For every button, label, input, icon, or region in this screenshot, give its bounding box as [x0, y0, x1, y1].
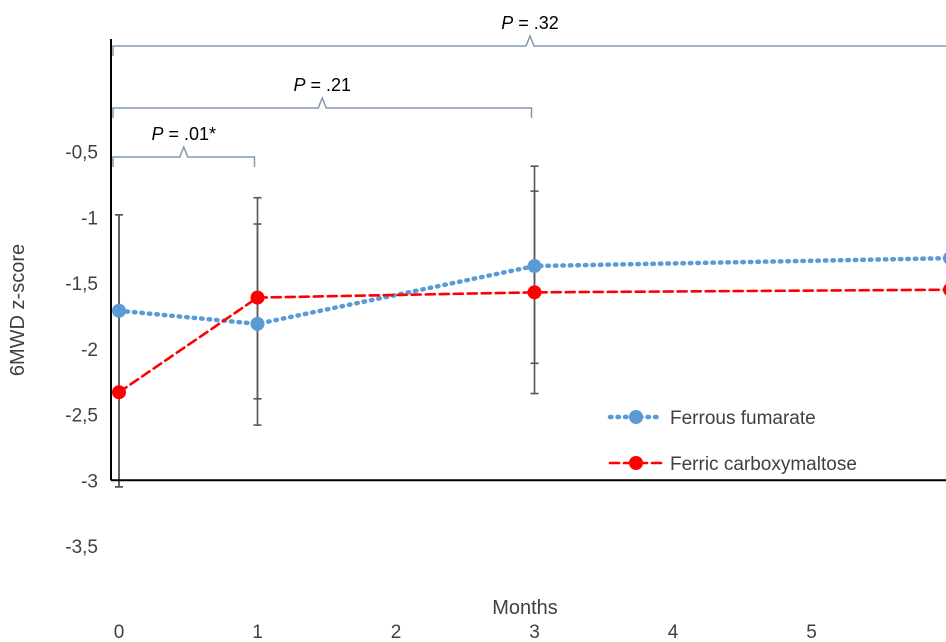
axes [110, 39, 946, 482]
series-line [116, 255, 946, 327]
series-layer [112, 252, 946, 400]
data-point [527, 259, 542, 274]
data-point [943, 283, 946, 296]
significance-bracket [112, 144, 256, 167]
data-point [250, 290, 265, 305]
x-tick-label: 4 [668, 622, 679, 642]
significance-bracket [112, 95, 533, 118]
x-axis-title: Months [492, 597, 558, 619]
p-value-label: P = .01* [151, 124, 216, 144]
legend-label: Ferric carboxymaltose [670, 454, 857, 475]
y-tick-label: -1 [81, 208, 98, 229]
y-tick-label: -0,5 [65, 143, 98, 164]
series-line [117, 288, 946, 394]
data-point [112, 385, 126, 400]
y-tick-label: -3,5 [65, 537, 98, 558]
data-point [250, 316, 265, 331]
error-bars [115, 165, 539, 488]
legend-marker [629, 456, 643, 470]
significance-brackets: P = .01* P = .21 P = .32 [112, 13, 946, 167]
y-tick-label: -1,5 [65, 274, 98, 295]
data-point [527, 285, 542, 300]
x-tick-label: 5 [806, 622, 817, 642]
y-tick-label: -2,5 [65, 406, 98, 427]
p-value-label: P = .32 [501, 13, 559, 33]
data-point [943, 252, 946, 264]
x-tick-label: 3 [529, 622, 540, 642]
x-tick-label: 1 [252, 622, 263, 642]
significance-bracket [112, 33, 946, 56]
data-point [112, 303, 126, 318]
legend-marker [629, 410, 643, 424]
x-tick-label: 2 [391, 622, 402, 642]
tick-labels: -0,5 -1 -1,5 -2 -2,5 -3 -3,5 0 1 2 3 4 5 [65, 143, 817, 642]
legend-label: Ferrous fumarate [670, 408, 816, 429]
y-tick-label: -2 [81, 340, 98, 361]
y-tick-label: -3 [81, 471, 98, 492]
legend: Ferrous fumarate Ferric carboxymaltose [607, 408, 857, 475]
p-value-label: P = .21 [293, 75, 351, 95]
x-tick-label: 0 [114, 622, 125, 642]
y-axis-title: 6MWD z-score [7, 244, 29, 376]
